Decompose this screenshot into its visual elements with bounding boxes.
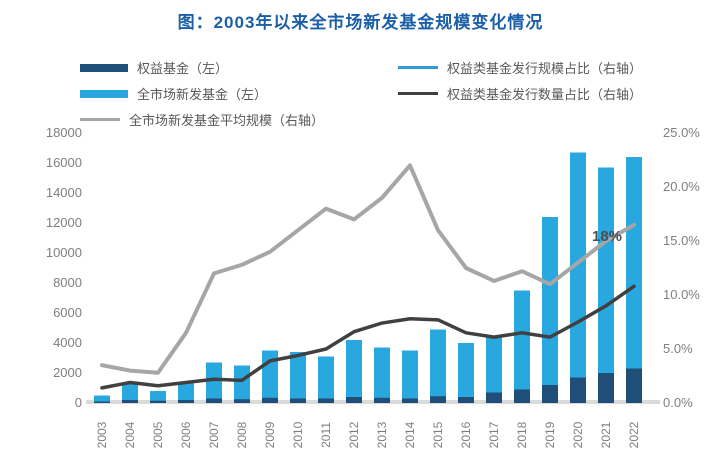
bar-equity-2009 bbox=[262, 397, 278, 403]
legend-left-item-2: 全市场新发基金平均规模（右轴） bbox=[80, 110, 390, 129]
right-axis-tick-4: 5.0% bbox=[663, 341, 693, 356]
bar-total-2016 bbox=[458, 343, 474, 403]
right-axis-tick-3: 10.0% bbox=[663, 287, 700, 302]
x-axis-tick-12: 2015 bbox=[431, 421, 445, 449]
legend-right-swatch-1 bbox=[398, 92, 438, 95]
bar-total-2013 bbox=[374, 347, 390, 403]
x-axis-tick-0: 2003 bbox=[95, 421, 109, 449]
bar-equity-2007 bbox=[206, 398, 222, 403]
bar-total-2008 bbox=[234, 365, 250, 403]
legend-left-swatch-2 bbox=[80, 118, 120, 121]
bar-total-2011 bbox=[318, 356, 334, 403]
bar-equity-2020 bbox=[570, 377, 586, 403]
line-dark bbox=[100, 284, 636, 390]
bar-total-2020 bbox=[570, 152, 586, 403]
left-axis-tick-1: 16000 bbox=[45, 155, 82, 170]
x-axis-tick-9: 2012 bbox=[347, 421, 361, 449]
x-axis-tick-5: 2008 bbox=[235, 421, 249, 449]
bar-equity-2008 bbox=[234, 399, 250, 403]
bar-equity-2017 bbox=[486, 392, 502, 403]
left-axis-tick-6: 6000 bbox=[53, 305, 82, 320]
bar-equity-2003 bbox=[94, 401, 110, 403]
x-axis-tick-19: 2022 bbox=[627, 421, 641, 449]
bar-total-2019 bbox=[542, 217, 558, 403]
legend-right-swatch-0 bbox=[398, 66, 438, 69]
bar-equity-2021 bbox=[598, 373, 614, 403]
pct-annotation: 18% bbox=[592, 228, 623, 245]
bar-total-2005 bbox=[150, 391, 166, 403]
left-axis-tick-7: 4000 bbox=[53, 335, 82, 350]
legend-right-label-0: 权益类基金发行规模占比（右轴） bbox=[447, 61, 643, 76]
right-axis-tick-0: 25.0% bbox=[663, 125, 700, 140]
legend-left-label-0: 权益基金（左） bbox=[137, 61, 229, 76]
bar-total-2007 bbox=[206, 362, 222, 403]
bar-total-2014 bbox=[402, 350, 418, 403]
bar-equity-2018 bbox=[514, 389, 530, 403]
x-axis-tick-4: 2007 bbox=[207, 421, 221, 449]
bar-equity-2011 bbox=[318, 398, 334, 403]
x-axis-tick-7: 2010 bbox=[291, 421, 305, 449]
x-axis-tick-2: 2005 bbox=[151, 421, 165, 449]
bar-total-2010 bbox=[290, 352, 306, 403]
x-axis-tick-8: 2011 bbox=[319, 422, 333, 448]
x-axis-tick-16: 2019 bbox=[543, 421, 557, 449]
bar-equity-2005 bbox=[150, 400, 166, 403]
bar-total-2017 bbox=[486, 337, 502, 403]
left-axis-tick-8: 2000 bbox=[53, 365, 82, 380]
bar-equity-2016 bbox=[458, 397, 474, 403]
bar-total-2022 bbox=[626, 157, 642, 403]
right-axis-tick-5: 0.0% bbox=[663, 395, 693, 410]
left-axis-tick-2: 14000 bbox=[45, 185, 82, 200]
legend-left-label-1: 全市场新发基金（左） bbox=[137, 87, 268, 102]
left-axis-tick-3: 12000 bbox=[45, 215, 82, 230]
legend-left-label-2: 全市场新发基金平均规模（右轴） bbox=[129, 113, 325, 128]
bar-equity-2022 bbox=[626, 368, 642, 403]
bar-total-2018 bbox=[514, 290, 530, 403]
x-axis-baseline bbox=[86, 400, 660, 404]
x-axis-tick-3: 2006 bbox=[179, 421, 193, 449]
x-axis-tick-14: 2017 bbox=[487, 421, 501, 449]
legend-left-item-0: 权益基金（左） bbox=[80, 58, 390, 77]
bar-equity-2012 bbox=[346, 397, 362, 403]
x-axis-tick-17: 2020 bbox=[571, 421, 585, 449]
bar-equity-2013 bbox=[374, 397, 390, 403]
bar-total-2004 bbox=[122, 383, 138, 403]
legend-right-label-1: 权益类基金发行数量占比（右轴） bbox=[447, 87, 643, 102]
bar-equity-2014 bbox=[402, 398, 418, 403]
bar-equity-2006 bbox=[178, 400, 194, 403]
bar-equity-2004 bbox=[122, 400, 138, 403]
bar-total-2012 bbox=[346, 340, 362, 403]
x-axis-tick-18: 2021 bbox=[599, 421, 613, 449]
line-gray bbox=[100, 163, 636, 375]
bar-equity-2010 bbox=[290, 398, 306, 403]
legend-left-item-1: 全市场新发基金（左） bbox=[80, 84, 390, 103]
left-axis-tick-4: 10000 bbox=[45, 245, 82, 260]
x-axis-tick-10: 2013 bbox=[375, 421, 389, 449]
x-axis-tick-6: 2009 bbox=[263, 421, 277, 449]
legend-right-item-1: 权益类基金发行数量占比（右轴） bbox=[398, 84, 698, 103]
legend-right: 权益类基金发行规模占比（右轴） 权益类基金发行数量占比（右轴） bbox=[398, 58, 698, 110]
bar-total-2021 bbox=[598, 167, 614, 403]
left-axis-tick-9: 0 bbox=[74, 395, 82, 410]
x-axis-tick-11: 2014 bbox=[403, 421, 417, 449]
bar-equity-2019 bbox=[542, 385, 558, 403]
x-axis-tick-13: 2016 bbox=[459, 421, 473, 449]
bar-total-2006 bbox=[178, 383, 194, 403]
bar-total-2015 bbox=[430, 329, 446, 403]
bar-total-2003 bbox=[94, 395, 110, 403]
chart-title: 图：2003年以来全市场新发基金规模变化情况 bbox=[177, 13, 544, 32]
legend-right-item-0: 权益类基金发行规模占比（右轴） bbox=[398, 58, 698, 77]
legend-left: 权益基金（左） 全市场新发基金（左） 全市场新发基金平均规模（右轴） bbox=[80, 58, 390, 136]
right-axis-tick-1: 20.0% bbox=[663, 179, 700, 194]
legend-left-swatch-1 bbox=[80, 89, 128, 98]
x-axis-tick-15: 2018 bbox=[515, 421, 529, 449]
left-axis-tick-0: 18000 bbox=[45, 125, 82, 140]
bar-equity-2015 bbox=[430, 396, 446, 403]
left-axis-tick-5: 8000 bbox=[53, 275, 82, 290]
legend-left-swatch-0 bbox=[80, 63, 128, 72]
right-axis-tick-2: 15.0% bbox=[663, 233, 700, 248]
x-axis-tick-1: 2004 bbox=[123, 421, 137, 449]
